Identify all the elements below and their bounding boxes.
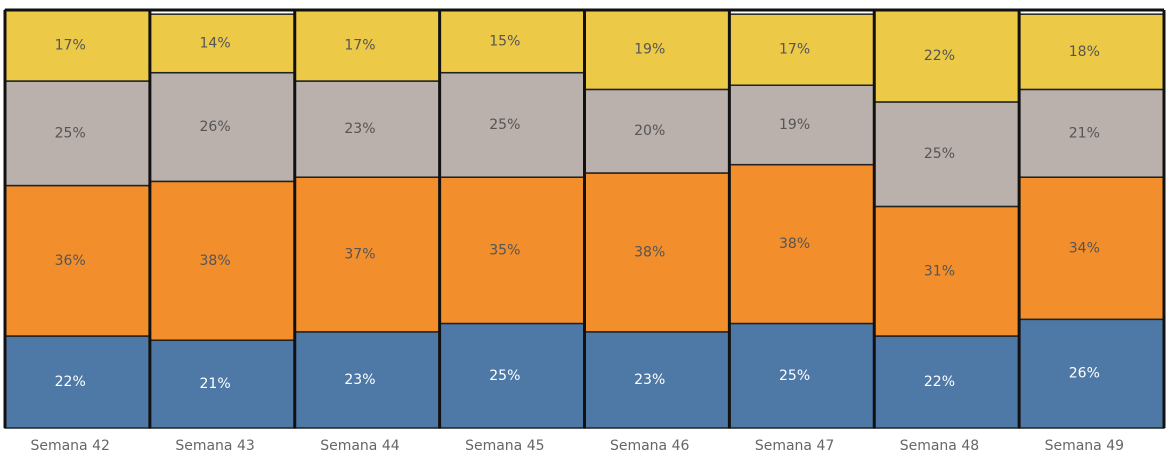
data-label: 23% [634,372,665,388]
data-label: 26% [200,119,231,135]
data-label: 25% [779,368,810,384]
data-label: 20% [634,123,665,139]
x-tick-label: Semana 46 [610,438,690,454]
data-label: 38% [200,253,231,269]
data-label: 19% [634,42,665,58]
bar-segment [728,322,875,429]
data-label: 17% [344,38,375,54]
bar-segment [873,335,1020,429]
x-tick-label: Semana 43 [175,438,254,454]
bar-segment [4,335,151,429]
data-label: 38% [779,236,810,252]
bar-segment [583,88,731,174]
bar-segment [1018,318,1165,429]
x-tick-label: Semana 48 [900,438,979,454]
bar-segment [873,9,1020,103]
data-label: 19% [779,117,810,133]
data-label: 31% [924,263,955,279]
data-label: 25% [924,146,955,162]
data-label: 36% [55,253,86,269]
data-label: 25% [489,117,520,133]
data-label: 17% [779,42,810,58]
data-label: 38% [634,244,665,260]
bar-segment [728,84,875,166]
data-label: 23% [344,121,375,137]
bar-segment [4,184,151,337]
data-label: 25% [55,125,86,141]
data-label: 15% [489,33,520,49]
data-label: 23% [344,372,375,388]
x-tick-label: Semana 45 [465,438,544,454]
bar-segment [149,339,296,429]
data-label: 22% [924,48,955,64]
data-label: 25% [489,368,520,384]
data-label: 21% [1069,125,1100,141]
data-label: 37% [344,247,375,263]
bar-segment [294,9,441,82]
bar-segment [873,101,1020,208]
bar-segment [4,9,151,82]
data-label: 21% [200,376,231,392]
x-tick-label: Semana 49 [1045,438,1124,454]
data-label: 22% [924,374,955,390]
data-label: 22% [55,374,86,390]
bar-segment [149,180,296,341]
bar-segment [149,71,296,183]
bar-segment [294,176,441,333]
data-label: 34% [1069,240,1100,256]
data-label: 26% [1069,366,1100,382]
x-tick-label: Semana 47 [755,438,834,454]
x-tick-label: Semana 42 [30,438,109,454]
bar-segment [438,322,586,429]
data-label: 14% [200,35,231,51]
data-label: 17% [55,38,86,54]
data-label: 35% [489,242,520,258]
data-label: 18% [1069,44,1100,60]
x-tick-label: Semana 44 [320,438,400,454]
bar-segment [583,9,731,91]
